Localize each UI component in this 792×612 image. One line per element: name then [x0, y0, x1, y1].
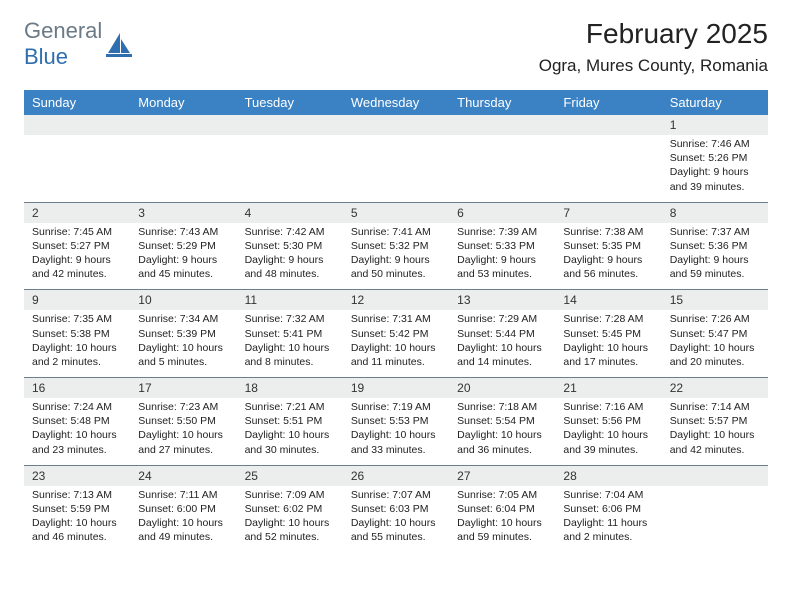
day-cell: Sunrise: 7:11 AMSunset: 6:00 PMDaylight:… — [130, 486, 236, 553]
day-cell: Sunrise: 7:21 AMSunset: 5:51 PMDaylight:… — [237, 398, 343, 465]
day-cell — [449, 135, 555, 202]
day-number: 11 — [237, 290, 343, 310]
dow-header-cell: Thursday — [449, 90, 555, 115]
day-number: 12 — [343, 290, 449, 310]
day-cell: Sunrise: 7:41 AMSunset: 5:32 PMDaylight:… — [343, 223, 449, 290]
day-number: 24 — [130, 466, 236, 486]
week-body: Sunrise: 7:46 AMSunset: 5:26 PMDaylight:… — [24, 135, 768, 202]
day-number: 13 — [449, 290, 555, 310]
day-number: 4 — [237, 203, 343, 223]
dow-header-cell: Wednesday — [343, 90, 449, 115]
day-cell — [130, 135, 236, 202]
day-cell: Sunrise: 7:24 AMSunset: 5:48 PMDaylight:… — [24, 398, 130, 465]
day-number: 27 — [449, 466, 555, 486]
daynum-strip: 2345678 — [24, 203, 768, 223]
day-cell: Sunrise: 7:45 AMSunset: 5:27 PMDaylight:… — [24, 223, 130, 290]
day-cell — [343, 135, 449, 202]
day-cell: Sunrise: 7:18 AMSunset: 5:54 PMDaylight:… — [449, 398, 555, 465]
day-cell: Sunrise: 7:07 AMSunset: 6:03 PMDaylight:… — [343, 486, 449, 553]
logo-sail-icon — [106, 31, 134, 57]
day-number: 21 — [555, 378, 661, 398]
day-cell: Sunrise: 7:23 AMSunset: 5:50 PMDaylight:… — [130, 398, 236, 465]
day-cell: Sunrise: 7:42 AMSunset: 5:30 PMDaylight:… — [237, 223, 343, 290]
dow-header-cell: Tuesday — [237, 90, 343, 115]
day-number: 8 — [662, 203, 768, 223]
day-cell — [555, 135, 661, 202]
day-cell: Sunrise: 7:31 AMSunset: 5:42 PMDaylight:… — [343, 310, 449, 377]
day-cell — [237, 135, 343, 202]
daynum-strip: 9101112131415 — [24, 290, 768, 310]
dow-header-cell: Sunday — [24, 90, 130, 115]
day-number: 28 — [555, 466, 661, 486]
day-cell: Sunrise: 7:09 AMSunset: 6:02 PMDaylight:… — [237, 486, 343, 553]
day-cell: Sunrise: 7:38 AMSunset: 5:35 PMDaylight:… — [555, 223, 661, 290]
day-cell: Sunrise: 7:04 AMSunset: 6:06 PMDaylight:… — [555, 486, 661, 553]
week-body: Sunrise: 7:45 AMSunset: 5:27 PMDaylight:… — [24, 223, 768, 290]
day-cell — [24, 135, 130, 202]
dow-header-cell: Monday — [130, 90, 236, 115]
day-number — [237, 115, 343, 135]
logo-text: General Blue — [24, 18, 102, 70]
day-cell: Sunrise: 7:14 AMSunset: 5:57 PMDaylight:… — [662, 398, 768, 465]
weeks-container: 1Sunrise: 7:46 AMSunset: 5:26 PMDaylight… — [24, 115, 768, 552]
header: General Blue February 2025 Ogra, Mures C… — [24, 18, 768, 76]
day-number — [555, 115, 661, 135]
daynum-strip: 1 — [24, 115, 768, 135]
logo-text-general: General — [24, 18, 102, 43]
page-title: February 2025 — [539, 18, 768, 50]
dow-header-row: SundayMondayTuesdayWednesdayThursdayFrid… — [24, 90, 768, 115]
day-number: 6 — [449, 203, 555, 223]
calendar: SundayMondayTuesdayWednesdayThursdayFrid… — [24, 90, 768, 552]
day-cell: Sunrise: 7:13 AMSunset: 5:59 PMDaylight:… — [24, 486, 130, 553]
day-number — [130, 115, 236, 135]
day-cell: Sunrise: 7:28 AMSunset: 5:45 PMDaylight:… — [555, 310, 661, 377]
day-number: 16 — [24, 378, 130, 398]
day-number: 19 — [343, 378, 449, 398]
day-cell: Sunrise: 7:37 AMSunset: 5:36 PMDaylight:… — [662, 223, 768, 290]
day-cell: Sunrise: 7:19 AMSunset: 5:53 PMDaylight:… — [343, 398, 449, 465]
title-block: February 2025 Ogra, Mures County, Romani… — [539, 18, 768, 76]
dow-header-cell: Saturday — [662, 90, 768, 115]
day-cell: Sunrise: 7:34 AMSunset: 5:39 PMDaylight:… — [130, 310, 236, 377]
day-cell: Sunrise: 7:46 AMSunset: 5:26 PMDaylight:… — [662, 135, 768, 202]
daynum-strip: 232425262728 — [24, 466, 768, 486]
day-cell: Sunrise: 7:05 AMSunset: 6:04 PMDaylight:… — [449, 486, 555, 553]
day-number: 3 — [130, 203, 236, 223]
day-cell: Sunrise: 7:26 AMSunset: 5:47 PMDaylight:… — [662, 310, 768, 377]
day-number — [343, 115, 449, 135]
day-number: 2 — [24, 203, 130, 223]
week-body: Sunrise: 7:13 AMSunset: 5:59 PMDaylight:… — [24, 486, 768, 553]
day-number — [662, 466, 768, 486]
day-number: 26 — [343, 466, 449, 486]
day-number — [24, 115, 130, 135]
week-body: Sunrise: 7:24 AMSunset: 5:48 PMDaylight:… — [24, 398, 768, 465]
logo: General Blue — [24, 18, 134, 70]
location-label: Ogra, Mures County, Romania — [539, 56, 768, 76]
day-number: 1 — [662, 115, 768, 135]
day-cell: Sunrise: 7:29 AMSunset: 5:44 PMDaylight:… — [449, 310, 555, 377]
day-cell — [662, 486, 768, 553]
daynum-strip: 16171819202122 — [24, 378, 768, 398]
day-number: 22 — [662, 378, 768, 398]
day-number — [449, 115, 555, 135]
day-number: 10 — [130, 290, 236, 310]
week-body: Sunrise: 7:35 AMSunset: 5:38 PMDaylight:… — [24, 310, 768, 377]
day-number: 5 — [343, 203, 449, 223]
logo-text-blue: Blue — [24, 44, 68, 69]
day-number: 17 — [130, 378, 236, 398]
day-number: 14 — [555, 290, 661, 310]
day-number: 18 — [237, 378, 343, 398]
dow-header-cell: Friday — [555, 90, 661, 115]
day-number: 9 — [24, 290, 130, 310]
day-number: 23 — [24, 466, 130, 486]
day-cell: Sunrise: 7:32 AMSunset: 5:41 PMDaylight:… — [237, 310, 343, 377]
day-number: 20 — [449, 378, 555, 398]
day-number: 25 — [237, 466, 343, 486]
day-cell: Sunrise: 7:35 AMSunset: 5:38 PMDaylight:… — [24, 310, 130, 377]
day-cell: Sunrise: 7:43 AMSunset: 5:29 PMDaylight:… — [130, 223, 236, 290]
day-cell: Sunrise: 7:16 AMSunset: 5:56 PMDaylight:… — [555, 398, 661, 465]
day-number: 7 — [555, 203, 661, 223]
day-number: 15 — [662, 290, 768, 310]
day-cell: Sunrise: 7:39 AMSunset: 5:33 PMDaylight:… — [449, 223, 555, 290]
